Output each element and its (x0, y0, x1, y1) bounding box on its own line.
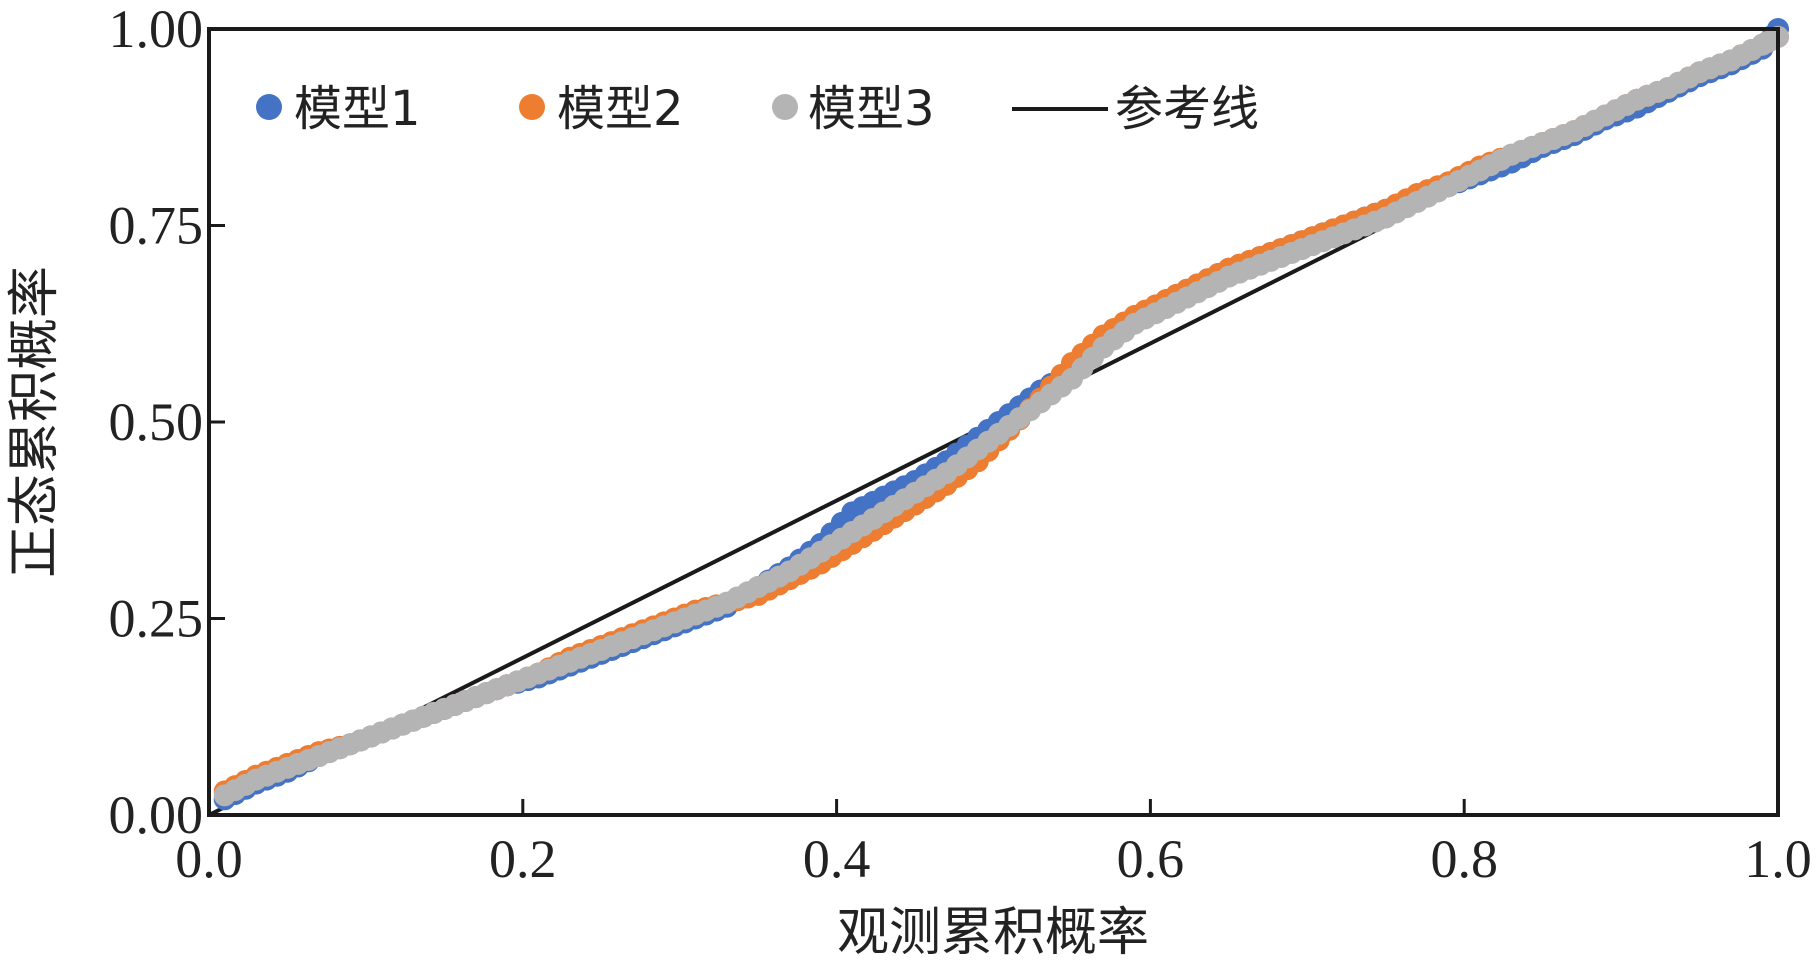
legend-marker-model2 (519, 94, 545, 120)
legend-marker-model1 (256, 94, 282, 120)
y-tick-label: 1.00 (109, 0, 204, 59)
y-tick-label: 0.50 (109, 392, 204, 452)
y-tick-label: 0.25 (109, 589, 204, 649)
legend-marker-model3 (772, 94, 798, 120)
y-axis-label: 正态累积概率 (5, 266, 65, 578)
x-axis-label: 观测累积概率 (837, 903, 1149, 963)
data-marks (208, 18, 1789, 817)
legend: 模型1 模型2 模型3 参考线 (256, 81, 1259, 137)
legend-label-model2: 模型2 (557, 81, 684, 137)
y-axis: 0.00 0.25 0.50 0.75 1.00 (109, 0, 225, 845)
x-tick-label: 0.2 (489, 829, 557, 889)
series-model3 (213, 25, 1789, 807)
x-tick-label: 0.8 (1430, 829, 1498, 889)
y-tick-label: 0.75 (109, 196, 204, 256)
x-tick-label: 0.6 (1117, 829, 1185, 889)
x-tick-label: 1.0 (1744, 829, 1812, 889)
legend-label-model3: 模型3 (808, 81, 935, 137)
x-axis: 0.0 0.2 0.4 0.6 0.8 1.0 (175, 799, 1812, 889)
x-tick-label: 0.4 (803, 829, 871, 889)
legend-label-model1: 模型1 (294, 81, 421, 137)
legend-label-reference-line: 参考线 (1115, 81, 1259, 137)
y-tick-label: 0.00 (109, 785, 204, 845)
x-tick-label: 0.0 (175, 829, 243, 889)
